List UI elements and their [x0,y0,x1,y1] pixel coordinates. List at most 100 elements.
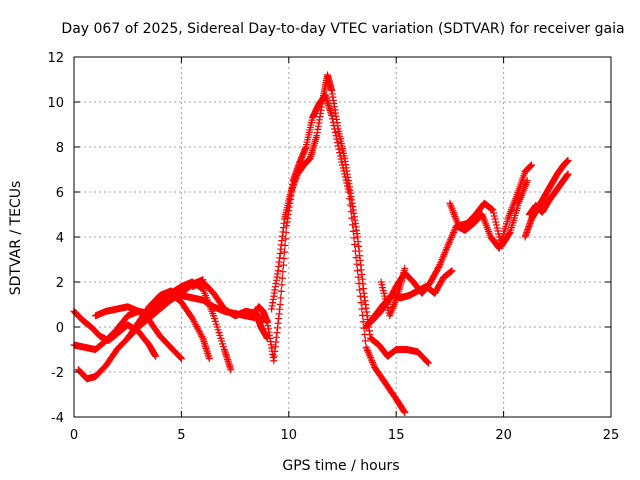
data-point [494,227,502,235]
data-point [280,255,288,263]
data-point [424,358,432,366]
data-point [437,259,445,267]
data-point [369,358,377,366]
data-point [439,254,447,262]
data-point [363,345,371,353]
data-point [523,177,531,185]
x-tick-label: 0 [70,428,78,443]
data-point [564,157,572,164]
data-point [490,209,498,217]
axis-ticks: 0 5 10 15 20 25 -4 -2 0 2 4 6 8 10 12 [47,51,619,443]
data-point [333,139,341,146]
data-point [444,242,452,250]
data-point [364,347,372,355]
data-point [356,286,364,294]
data-point [177,355,185,362]
data-point [349,227,357,235]
data-point [450,227,458,235]
data-point [439,252,447,260]
y-axis-label: SDTVAR / TECUs [8,181,24,296]
data-point [401,265,409,272]
data-point [359,318,367,326]
series-sat-f [134,289,213,362]
data-point [442,245,450,253]
data-point [492,221,500,229]
data-point [279,268,287,276]
data-point [442,247,450,255]
series-sat-i [268,71,432,367]
data-point [447,234,455,242]
data-point [205,355,213,362]
data-point [354,273,362,281]
data-point [353,260,361,268]
data-point [489,206,497,214]
data-point [358,305,366,313]
y-tick-label: 0 [56,321,64,336]
data-point [490,212,498,220]
data-points [70,71,572,416]
data-point [366,353,374,361]
data-point [438,256,446,263]
y-tick-label: 4 [56,231,64,246]
data-point [177,354,185,362]
data-point [152,352,160,360]
data-point [447,235,455,243]
data-point [227,366,235,374]
data-point [277,294,285,302]
data-point [449,230,457,238]
data-point [361,337,369,345]
series-sat-h [250,91,409,416]
data-point [493,224,501,232]
data-point [424,359,432,367]
data-point [366,352,374,360]
data-point [369,360,377,368]
data-point [492,218,500,226]
data-point [448,267,456,275]
series-sat-o [525,170,572,218]
data-point [495,230,503,238]
x-tick-label: 5 [177,428,185,443]
data-point [354,267,362,275]
y-tick-label: 12 [47,51,64,66]
data-point [491,215,499,223]
data-point [448,232,456,240]
data-point [368,357,376,365]
y-tick-label: -2 [51,366,64,381]
data-point [441,249,449,257]
data-point [356,292,364,300]
data-point [335,145,343,153]
chart-title: Day 067 of 2025, Sidereal Day-to-day VTE… [61,21,624,37]
data-point [505,230,513,238]
series-sat-l [377,265,409,320]
data-point [365,350,373,358]
data-point [444,240,452,248]
data-point [362,343,370,351]
data-point [276,301,284,308]
x-tick-label: 20 [495,428,512,443]
data-point [528,161,536,169]
y-tick-label: 10 [47,96,64,111]
x-axis-label: GPS time / hours [282,458,399,474]
data-point [278,281,286,289]
y-tick-label: 6 [56,186,64,201]
data-point [440,250,448,258]
x-tick-label: 10 [281,428,298,443]
y-tick-label: -4 [51,411,64,426]
y-tick-label: 2 [56,276,64,291]
series-sat-m [446,177,531,250]
data-point [434,264,442,272]
data-point [446,237,454,245]
y-tick-label: 8 [56,141,64,156]
data-point [350,234,358,242]
data-point [277,287,285,295]
data-point [357,299,365,307]
grid-lines [74,57,611,417]
data-point [336,149,344,157]
data-point [443,244,451,252]
x-tick-label: 15 [388,428,405,443]
data-point [564,170,572,178]
data-point [278,274,286,282]
x-tick-label: 25 [603,428,620,443]
data-point [435,262,443,270]
